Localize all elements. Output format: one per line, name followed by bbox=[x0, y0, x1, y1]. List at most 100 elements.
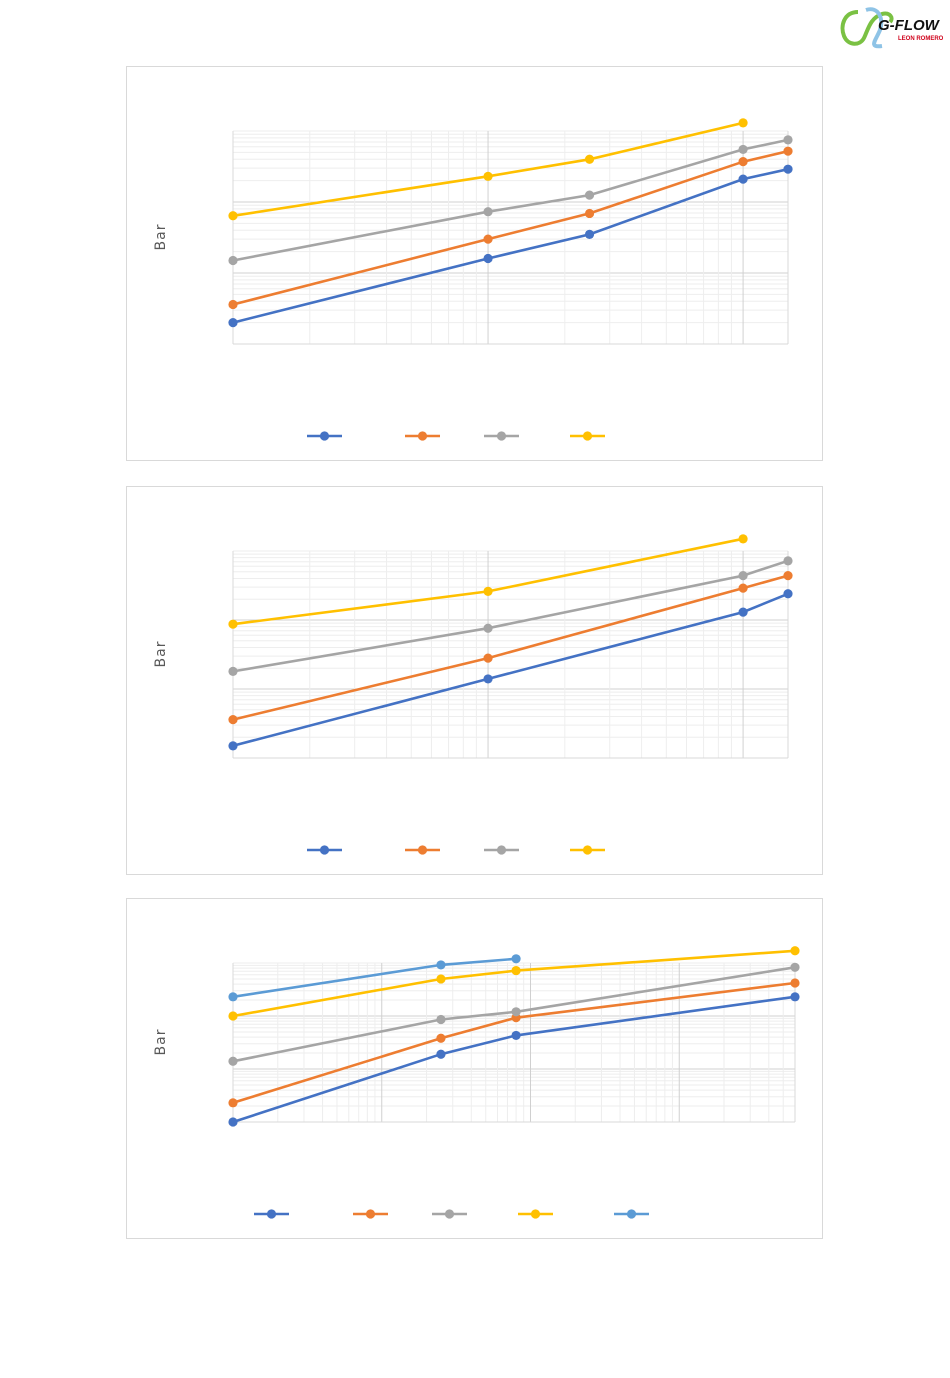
series-line bbox=[232, 995, 796, 1124]
legend-item-2 bbox=[353, 1209, 388, 1219]
legend bbox=[307, 431, 605, 441]
data-point bbox=[483, 253, 493, 264]
legend-item-3 bbox=[432, 1209, 467, 1219]
series-3 bbox=[228, 962, 800, 1066]
data-point bbox=[483, 171, 493, 181]
data-point bbox=[790, 978, 800, 988]
legend-swatch-marker bbox=[582, 845, 593, 855]
chart-3: Bar bbox=[153, 946, 800, 1219]
data-point bbox=[228, 1056, 238, 1066]
legend-item-1 bbox=[307, 431, 342, 441]
series-1 bbox=[228, 992, 800, 1127]
series-3 bbox=[228, 556, 793, 676]
series-3 bbox=[228, 135, 793, 266]
chart-1: Bar bbox=[153, 118, 793, 441]
series-1 bbox=[228, 164, 793, 328]
data-point bbox=[483, 234, 493, 244]
legend-swatch-marker bbox=[417, 431, 428, 441]
y-axis-label: Bar bbox=[153, 641, 169, 668]
data-point bbox=[738, 607, 748, 617]
legend-swatch-marker bbox=[319, 431, 330, 441]
legend-swatch-marker bbox=[266, 1209, 277, 1219]
data-point bbox=[228, 619, 238, 629]
series-2 bbox=[228, 978, 800, 1108]
series-5 bbox=[228, 954, 521, 1002]
data-point bbox=[511, 965, 521, 976]
data-point bbox=[228, 741, 238, 751]
y-axis-label: Bar bbox=[153, 224, 169, 251]
series-line bbox=[232, 138, 789, 262]
legend-swatch-marker bbox=[530, 1209, 541, 1219]
series-line bbox=[232, 966, 796, 1063]
data-point bbox=[483, 674, 493, 684]
data-point bbox=[584, 208, 595, 219]
data-point bbox=[790, 962, 800, 972]
data-point bbox=[436, 974, 446, 984]
legend-item-4 bbox=[570, 431, 605, 441]
data-point bbox=[228, 318, 238, 328]
data-point bbox=[228, 1098, 238, 1108]
data-point bbox=[738, 157, 748, 167]
legend-swatch-marker bbox=[626, 1209, 637, 1219]
legend bbox=[254, 1209, 649, 1219]
data-point bbox=[483, 623, 493, 633]
legend-item-2 bbox=[405, 845, 440, 855]
legend-swatch-marker bbox=[365, 1209, 376, 1219]
chart-panel-1: Bar bbox=[126, 66, 823, 461]
series-line bbox=[232, 574, 789, 721]
data-point bbox=[783, 571, 793, 581]
data-point bbox=[483, 653, 493, 663]
data-point bbox=[228, 255, 238, 266]
data-point bbox=[738, 534, 748, 544]
data-point bbox=[738, 144, 748, 155]
data-point bbox=[228, 211, 238, 221]
legend-item-4 bbox=[570, 845, 605, 855]
data-point bbox=[483, 586, 493, 596]
legend-swatch-marker bbox=[319, 845, 330, 855]
series-line bbox=[232, 167, 789, 324]
gridlines bbox=[232, 130, 789, 345]
legend-swatch-marker bbox=[582, 431, 593, 441]
series-4 bbox=[228, 534, 748, 629]
series-2 bbox=[228, 571, 793, 725]
data-point bbox=[584, 190, 595, 200]
data-point bbox=[738, 571, 748, 581]
legend-item-4 bbox=[518, 1209, 553, 1219]
data-point bbox=[584, 154, 595, 164]
legend bbox=[307, 845, 605, 855]
legend-swatch-marker bbox=[444, 1209, 455, 1219]
series-4 bbox=[228, 946, 800, 1021]
g-flow-logo: G-FLOW LEON ROMERO bbox=[838, 4, 946, 50]
chart-panel-2: Bar bbox=[126, 486, 823, 875]
data-point bbox=[738, 174, 748, 184]
chart-2: Bar bbox=[153, 534, 793, 855]
legend-swatch-marker bbox=[496, 845, 507, 855]
data-point bbox=[783, 589, 793, 599]
chart-panel-3: Bar bbox=[126, 898, 823, 1239]
series-2 bbox=[228, 146, 793, 310]
series-line bbox=[232, 559, 789, 673]
data-point bbox=[228, 1117, 238, 1127]
logo-brand: G-FLOW bbox=[878, 17, 941, 34]
data-point bbox=[584, 229, 595, 239]
series-line bbox=[232, 981, 796, 1105]
data-point bbox=[738, 583, 748, 593]
data-point bbox=[483, 207, 493, 217]
series-line bbox=[232, 121, 744, 218]
legend-item-1 bbox=[307, 845, 342, 855]
data-point bbox=[228, 666, 238, 676]
legend-swatch-marker bbox=[417, 845, 428, 855]
data-point bbox=[511, 954, 521, 964]
data-point bbox=[783, 135, 793, 145]
data-point bbox=[738, 118, 748, 128]
data-point bbox=[436, 1049, 446, 1059]
legend-item-5 bbox=[614, 1209, 649, 1219]
series-1 bbox=[228, 589, 793, 751]
series-line bbox=[232, 949, 796, 1018]
legend-item-3 bbox=[484, 431, 519, 441]
series-line bbox=[232, 149, 789, 306]
data-point bbox=[436, 960, 446, 970]
data-point bbox=[228, 299, 238, 310]
data-point bbox=[228, 1011, 238, 1021]
logo-swirl-green bbox=[840, 10, 894, 46]
